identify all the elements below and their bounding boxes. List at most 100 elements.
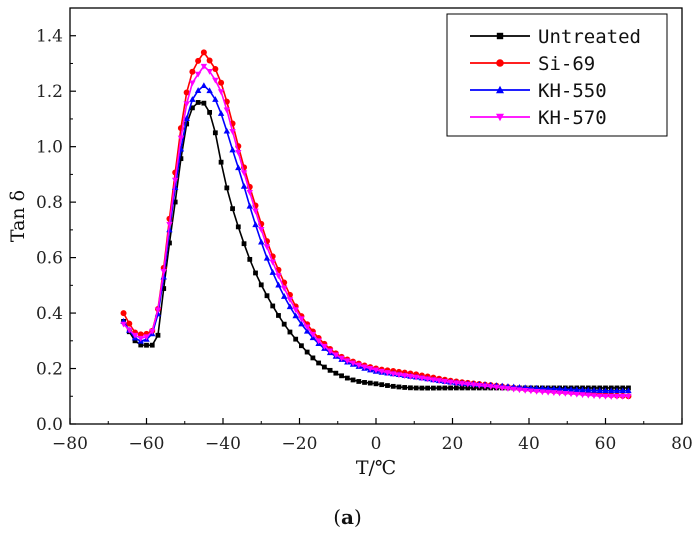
data-point-untreated [367,380,373,386]
data-point-kh-550 [292,312,299,319]
data-point-si-69 [212,66,219,73]
data-point-untreated [276,313,281,318]
data-point-untreated [172,199,178,205]
data-point-untreated [339,373,344,379]
data-point-kh-570 [298,316,305,323]
data-point-untreated [258,282,264,288]
data-point-kh-570 [367,366,374,372]
data-point-kh-570 [372,367,380,374]
tan-delta-chart: −80 −60 −40 −20 0 20 40 60 80 0.0 0.2 0.4 0.6 0.8 1.0… [7,7,693,479]
data-point-kh-570 [435,378,443,384]
data-point-kh-550 [275,281,282,288]
data-point-untreated [396,384,402,390]
data-point-kh-550 [556,385,563,392]
data-point-kh-570 [481,383,489,390]
data-point-kh-570 [424,376,431,383]
data-point-kh-550 [562,385,569,392]
data-point-kh-570 [171,177,179,184]
data-point-untreated [362,380,367,385]
data-point-kh-570 [166,221,173,228]
data-point-kh-570 [240,170,248,177]
data-point-kh-570 [453,380,460,387]
y-tick-label: 1.0 [36,138,63,158]
data-point-kh-550 [303,327,311,334]
x-tick-label: 20 [442,434,464,454]
data-point-kh-570 [149,328,156,335]
data-point-kh-570 [160,268,167,275]
data-point-untreated [264,293,270,299]
data-point-kh-550 [252,221,259,228]
data-point-kh-570 [189,80,196,87]
legend-marker-si-69 [496,59,504,67]
x-tick-label: 0 [371,434,382,454]
data-point-kh-550 [235,164,242,171]
data-point-kh-570 [418,375,426,382]
data-point-kh-570 [154,307,162,314]
data-point-kh-570 [361,364,368,371]
data-point-kh-570 [177,135,185,142]
data-point-kh-570 [344,358,351,365]
data-point-kh-570 [355,362,362,369]
y-tick-label: 1.4 [36,27,63,47]
data-point-kh-550 [573,386,581,393]
data-point-kh-570 [275,273,282,280]
data-point-kh-570 [550,390,558,396]
data-point-kh-570 [281,285,288,292]
data-point-kh-570 [126,327,133,334]
data-point-kh-570 [487,384,494,390]
data-point-kh-550 [212,96,219,102]
data-point-kh-570 [590,393,598,399]
data-point-kh-550 [567,386,575,392]
y-axis-title: Tan δ [7,190,29,242]
data-point-kh-550 [579,386,586,393]
y-tick-label: 0.6 [36,249,63,269]
data-point-kh-570 [596,393,603,400]
caption-open-paren: ( [333,505,342,529]
data-point-kh-570 [458,381,466,387]
data-point-kh-570 [579,392,586,399]
data-point-kh-550 [269,269,276,275]
data-point-untreated [327,367,333,373]
x-tick-label: 60 [595,434,617,454]
data-point-kh-570 [544,389,552,396]
data-point-kh-550 [585,386,592,393]
data-point-kh-570 [407,373,414,380]
x-axis-title: T/℃ [356,457,396,479]
caption-label: a [341,505,354,529]
data-point-kh-570 [269,259,276,266]
data-point-untreated [184,121,190,127]
data-point-kh-570 [504,386,512,392]
data-point-untreated [333,370,339,376]
data-point-kh-550 [544,385,552,392]
data-point-kh-550 [298,320,305,327]
data-point-kh-570 [447,379,454,386]
data-point-kh-570 [562,390,569,397]
data-point-kh-570 [194,71,202,78]
data-point-untreated [212,130,218,136]
data-point-kh-570 [625,393,632,400]
data-point-kh-570 [223,107,231,114]
data-point-kh-550 [246,202,253,209]
data-point-kh-570 [258,227,265,233]
data-point-kh-550 [590,386,598,393]
data-point-untreated [224,185,230,191]
data-point-untreated [419,385,425,391]
data-point-untreated [281,321,287,327]
data-point-si-69 [183,89,190,96]
data-point-kh-570 [412,374,420,381]
data-point-untreated [178,156,184,162]
data-point-untreated [138,342,144,348]
data-point-untreated [344,375,350,381]
data-point-untreated [465,385,471,391]
x-tick-label: −80 [52,434,88,454]
data-point-kh-570 [539,389,546,396]
data-point-kh-550 [200,82,208,89]
data-point-untreated [207,109,213,115]
data-point-kh-570 [217,89,225,96]
data-point-kh-570 [613,393,621,400]
data-point-kh-570 [235,150,242,156]
data-point-kh-550 [281,293,288,299]
data-point-kh-570 [602,393,609,400]
data-point-kh-570 [619,393,626,400]
data-point-kh-570 [527,388,535,395]
